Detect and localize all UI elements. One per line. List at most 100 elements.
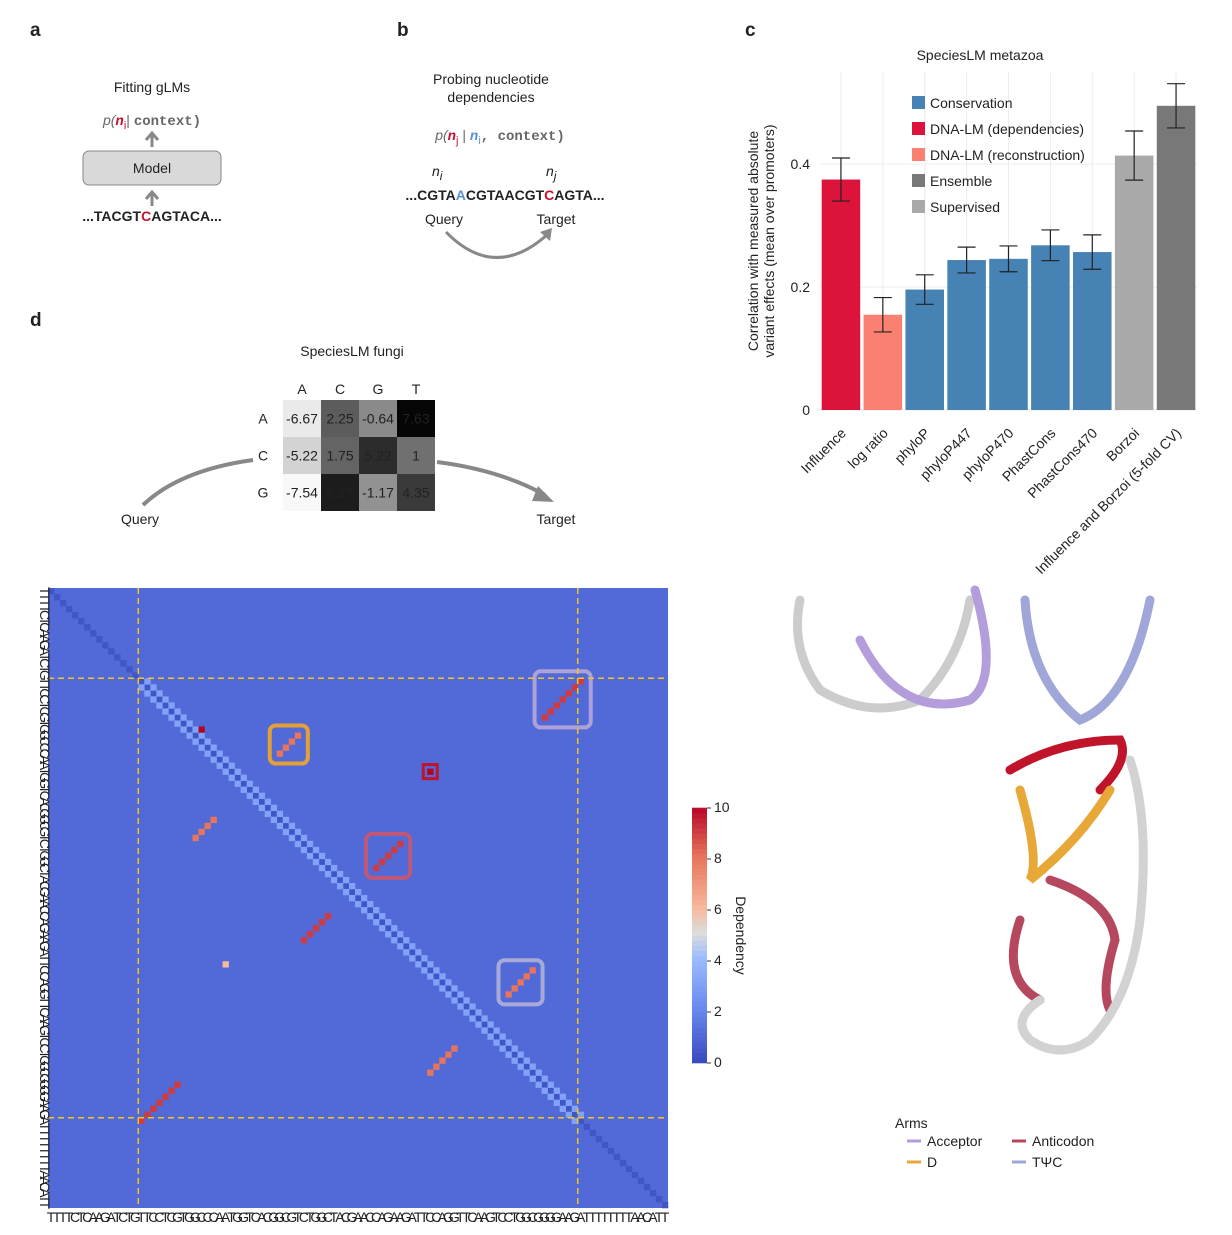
y-tick-label: A [37,1170,53,1180]
panel-title: Fitting gLMs [114,79,190,95]
heatmap-cell [505,1045,512,1052]
heatmap-cell [559,696,566,703]
panel-letter: a [30,20,41,41]
colorbar-segment [692,1001,707,1008]
heatmap-cell [198,738,205,745]
colorbar-segment [692,960,707,967]
y-tick-label: C [37,694,53,704]
heatmap-cell [276,810,284,818]
y-tick-label: C [37,803,53,813]
heatmap-cell [300,937,308,944]
colorbar-segment [692,1047,707,1054]
x-tick-label: G [401,1209,412,1225]
x-tick-label: G [184,1209,195,1225]
colorbar-segment [692,925,707,931]
y-axis-label: Correlation with measured absolute [745,131,761,351]
heatmap-cell [54,594,61,601]
heatmap-cell [300,834,308,842]
heatmap-cell [433,979,440,986]
heatmap-cell [276,822,284,830]
heatmap-cell [547,1087,554,1094]
colorbar-segment [692,970,707,977]
heatmap-cell [613,1153,621,1161]
heatmap-cell [84,624,91,631]
x-tick-label: C [431,1209,441,1225]
heatmap-cell [529,1063,536,1070]
colorbar-segment [692,940,707,946]
heatmap-cell [445,1051,452,1058]
y-tick-label: G [37,850,53,861]
heatmap-cell [252,786,259,793]
y-tick-label: T [37,665,53,674]
y-tick-label: A [37,948,53,958]
heatmap-cell [330,876,338,884]
heatmap-cell [535,1081,542,1088]
y-tick-label: G [37,856,53,867]
cell-value: -6.67 [286,411,318,427]
heatmap-cell [240,786,247,793]
y-tick-label: G [37,989,53,1000]
x-tick-label: T [601,1209,610,1225]
heatmap-cell [439,1057,446,1064]
query-label: Query [425,211,463,227]
highlight-box [532,669,593,730]
colorbar-segment [692,858,707,865]
heatmap-cell [547,1093,554,1100]
model-label: Model [133,160,171,176]
colorbar-segment [692,863,707,870]
y-tick-label: T [37,846,53,855]
heatmap-cell [210,744,217,751]
panel-letter: b [397,20,409,41]
heatmap-cell [367,913,374,920]
sequence: ...CGTAACGTAACGTCAGTA... [405,187,604,203]
legend-label: DNA-LM (reconstruction) [930,147,1085,163]
x-tick-label: G [569,1209,580,1225]
bar [821,179,861,410]
colorbar-segment [692,843,707,850]
x-tick-label: T [420,1209,429,1225]
y-tick-label: A [37,1116,53,1126]
x-tick-label: C [642,1209,652,1225]
x-tick-label: C [365,1209,375,1225]
heatmap-cell [463,997,470,1004]
y-tick-label: 0.4 [791,156,811,172]
y-tick-label: 0.2 [791,279,811,295]
y-tick-label: C [37,863,53,873]
y-tick-label: T [37,785,53,794]
table-cell [321,474,359,511]
heatmap-cell [204,738,211,745]
x-tick-label: T [47,1209,56,1225]
heatmap-cell [162,1093,169,1100]
colorbar-segment [692,828,707,834]
legend-title: Arms [895,1115,928,1131]
colorbar-segment [692,904,707,911]
heatmap-cell [523,973,530,980]
formula-part: | [459,127,470,143]
heatmap-cell [409,949,416,956]
y-tick-label: T [37,683,53,692]
heatmap-cell [565,1099,572,1106]
heatmap-cell [318,919,326,926]
y-tick-label: T [37,1032,53,1041]
x-tick-label: log ratio [844,425,891,472]
heatmap-cell [312,925,320,932]
y-tick-label: C [37,965,53,975]
heatmap-cell [246,786,253,793]
y-tick-label: G [37,778,53,789]
x-tick-label: T [137,1209,146,1225]
error-bar [1167,83,1186,129]
table-cell [397,437,435,474]
legend-label: Acceptor [927,1133,983,1149]
heatmap-cell [367,907,374,914]
heatmap-cell [541,1087,548,1094]
heatmap-cell [264,810,272,818]
table-cell [321,437,359,474]
x-tick-label: Borzoi [1103,425,1142,464]
heatmap-cell [288,828,296,836]
heatmap-cell [48,588,55,595]
y-tick-label: T [37,1002,53,1011]
y-tick-label: G [37,1055,53,1066]
y-tick-label: A [37,893,53,903]
heatmap-cell [649,1189,657,1197]
error-bar [999,245,1018,273]
